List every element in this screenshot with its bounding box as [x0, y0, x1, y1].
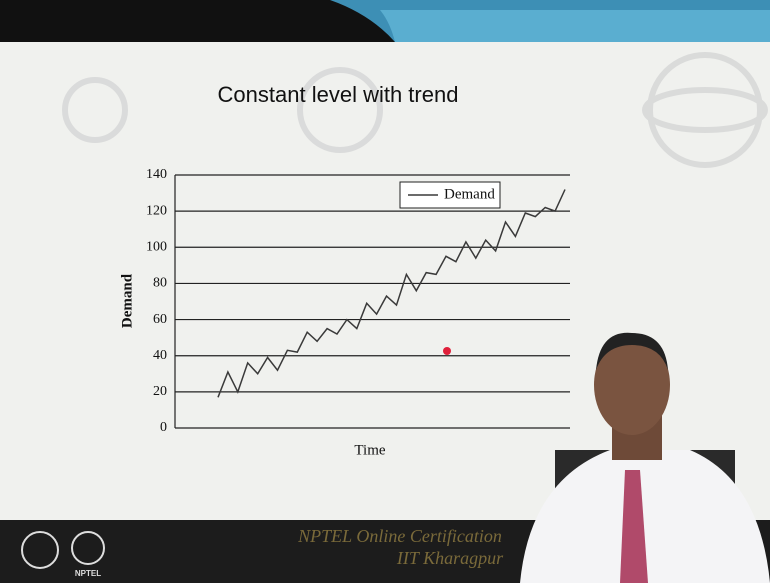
y-tick-label: 140	[146, 167, 167, 182]
y-tick-label: 40	[153, 348, 167, 363]
y-tick-label: 0	[160, 420, 167, 435]
legend-label: Demand	[444, 186, 495, 202]
hair	[596, 332, 668, 370]
y-tick-label: 20	[153, 384, 167, 399]
y-tick-label: 120	[146, 203, 167, 218]
presenter	[520, 332, 770, 583]
y-tick-label: 80	[153, 276, 167, 291]
footer-line1: NPTEL Online Certification	[297, 526, 502, 546]
chart-title: Constant level with trend	[218, 82, 459, 107]
y-axis-label: Demand	[119, 273, 135, 328]
logo-iit	[21, 531, 59, 569]
laser-pointer	[443, 347, 451, 355]
logo-nptel	[71, 531, 105, 565]
background-icons	[62, 52, 768, 168]
top-stripe-light	[380, 10, 770, 42]
data-line	[217, 189, 566, 398]
plot: 0 20 40 60 80 100 120 140 Demand	[146, 167, 570, 435]
y-tick-label: 60	[153, 312, 167, 327]
footer-line2: IIT Kharagpur	[396, 548, 504, 568]
head	[594, 335, 670, 435]
logo-label: NPTEL	[75, 569, 101, 578]
x-axis-label: Time	[354, 442, 385, 458]
y-tick-label: 100	[146, 240, 167, 255]
shirt	[520, 450, 770, 583]
tie	[620, 470, 648, 583]
